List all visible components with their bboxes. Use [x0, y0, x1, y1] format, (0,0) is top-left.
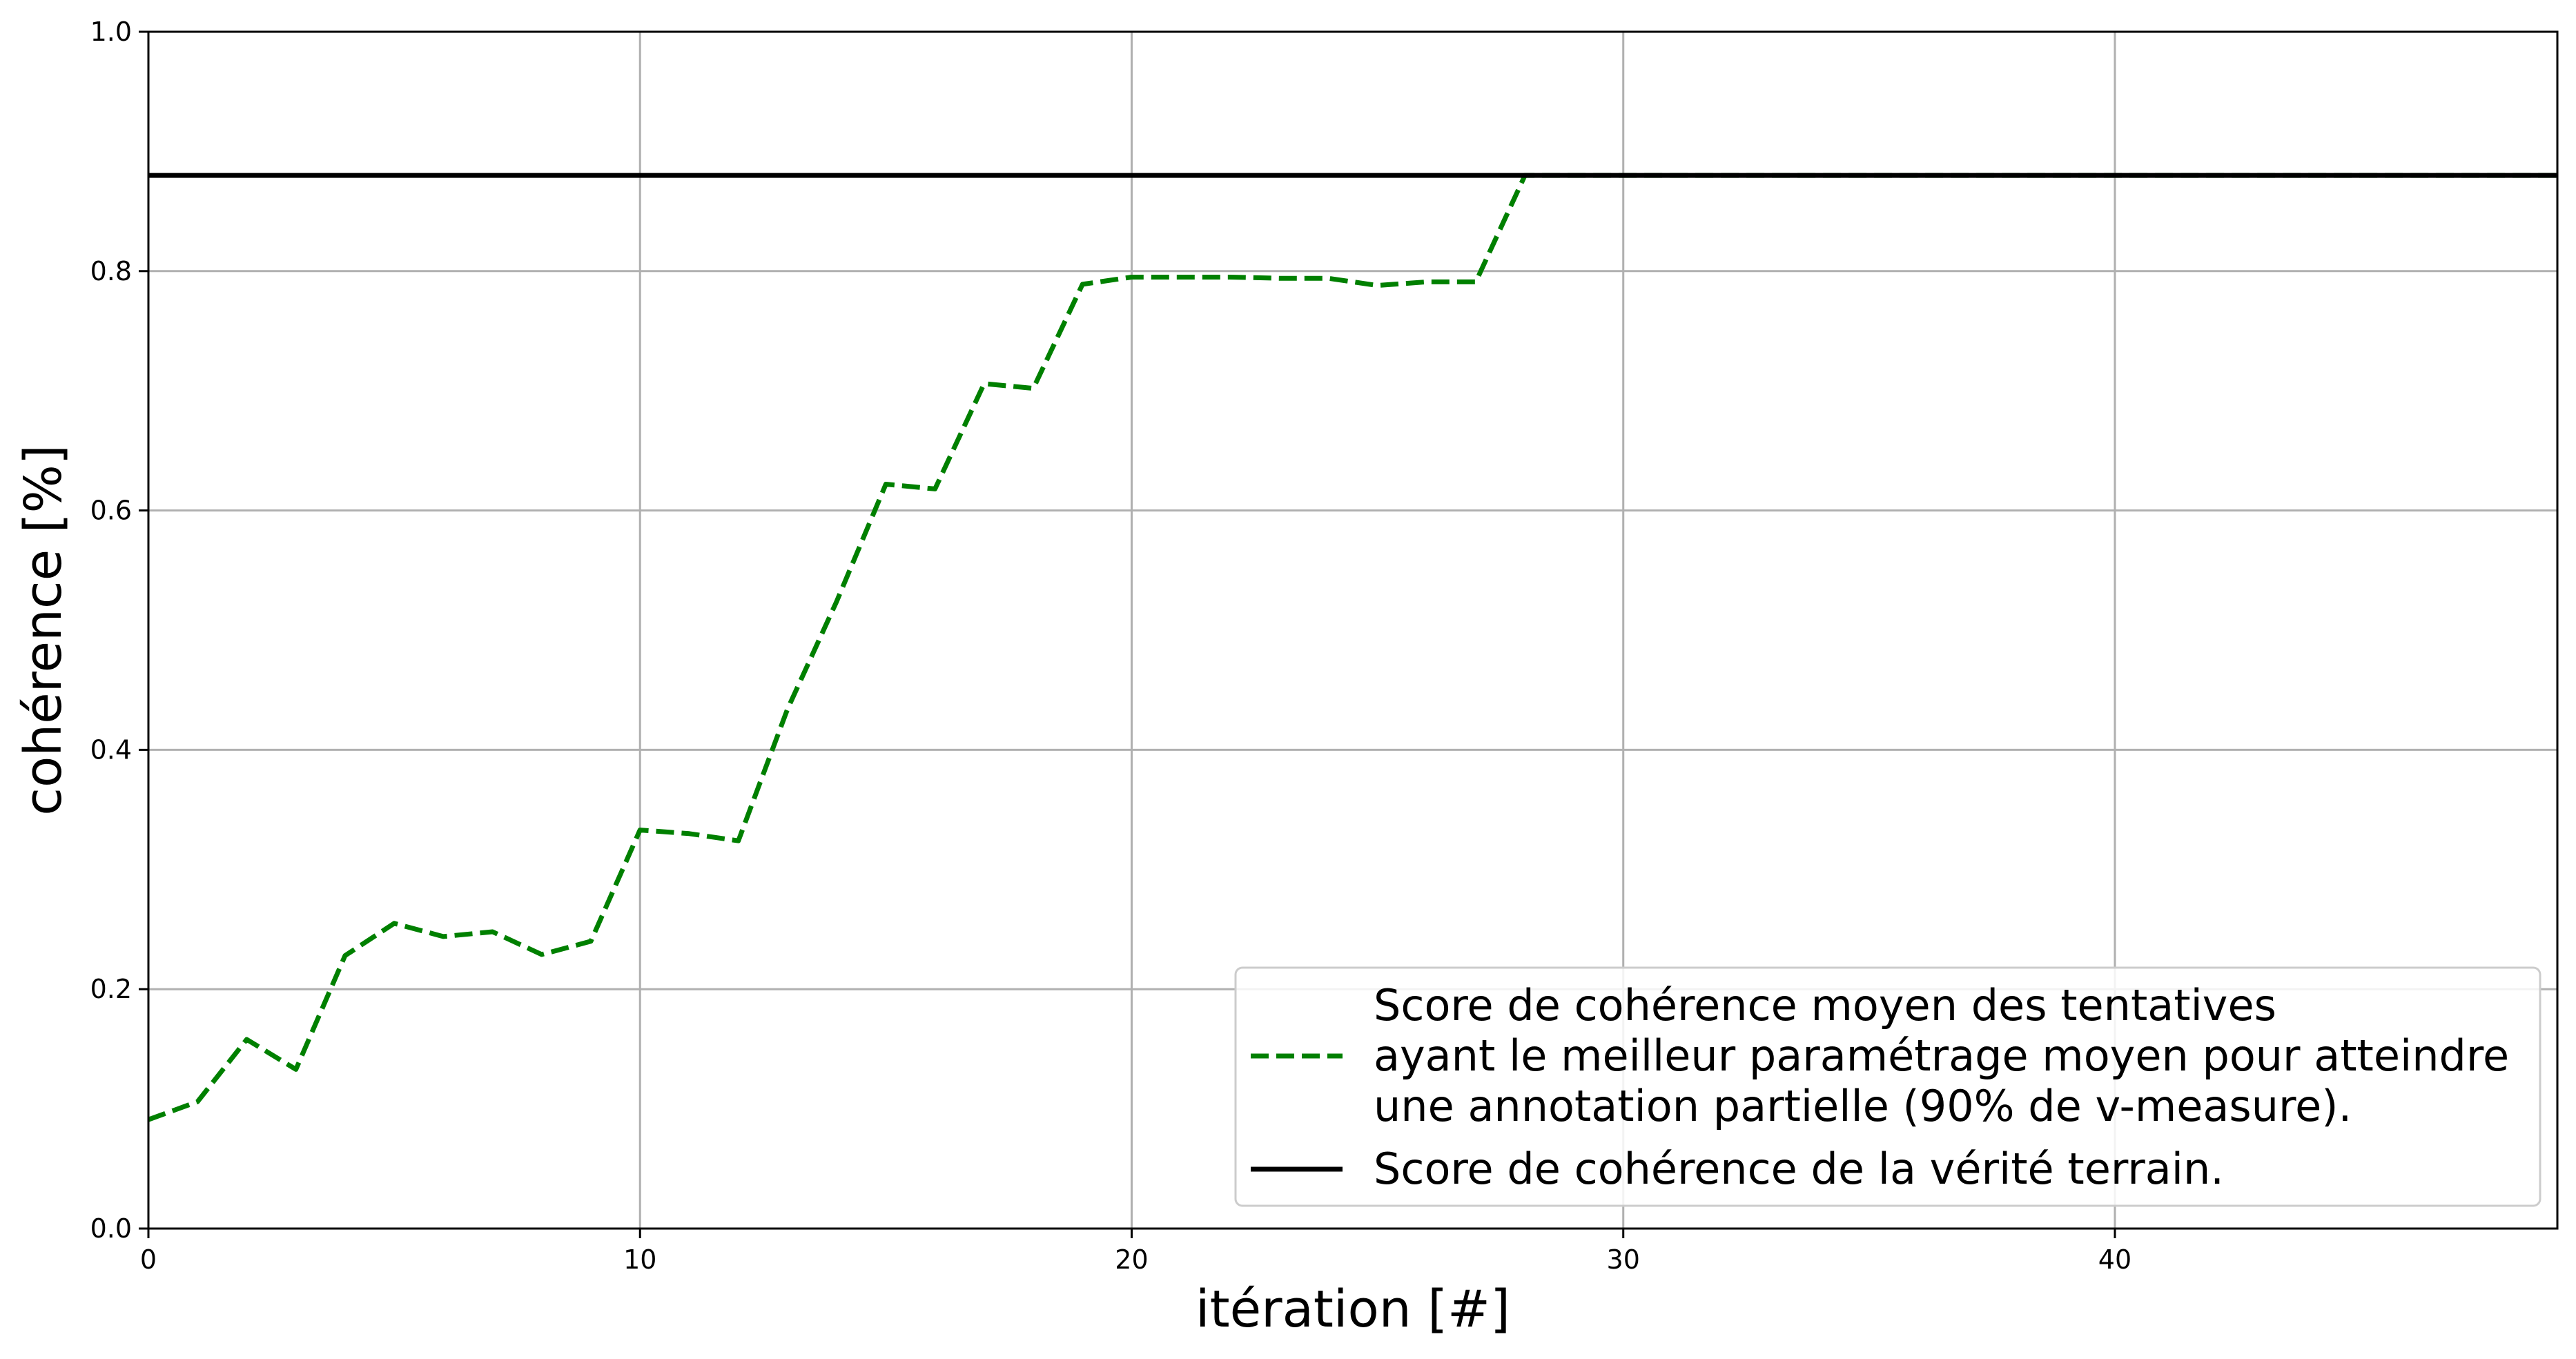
y-tick-label: 0.6	[90, 496, 132, 526]
legend: Score de cohérence moyen des tentativesa…	[1234, 966, 2541, 1207]
legend-label-1: Score de cohérence moyen des tentatives	[1374, 980, 2276, 1030]
legend-label-2: Score de cohérence de la vérité terrain.	[1374, 1144, 2224, 1194]
x-axis-title: itération [#]	[1196, 1280, 1510, 1339]
legend-label-1: une annotation partielle (90% de v-measu…	[1374, 1081, 2352, 1131]
y-tick-label: 0.2	[90, 974, 132, 1004]
y-axis-title: cohérence [%]	[14, 444, 73, 815]
x-tick-label: 30	[1607, 1244, 1640, 1275]
series-layer	[147, 173, 2557, 1122]
x-tick-label: 10	[623, 1244, 656, 1275]
y-tick-label: 0.0	[90, 1213, 132, 1244]
y-tick-label: 1.0	[90, 17, 132, 47]
y-tick-label: 0.8	[90, 256, 132, 286]
x-tick-label: 0	[140, 1244, 157, 1275]
y-tick-label: 0.4	[90, 734, 132, 765]
legend-label-1: ayant le meilleur paramétrage moyen pour…	[1374, 1030, 2509, 1081]
x-tick-label: 40	[2098, 1244, 2131, 1275]
plot-frame	[147, 30, 2559, 1230]
legend-box	[1234, 966, 2541, 1207]
x-tick-label: 20	[1115, 1244, 1148, 1275]
axis-ticks: 0 10 20 30 40 0.0 0.2 0.4 0.6 0.8 1.0	[90, 17, 2132, 1275]
